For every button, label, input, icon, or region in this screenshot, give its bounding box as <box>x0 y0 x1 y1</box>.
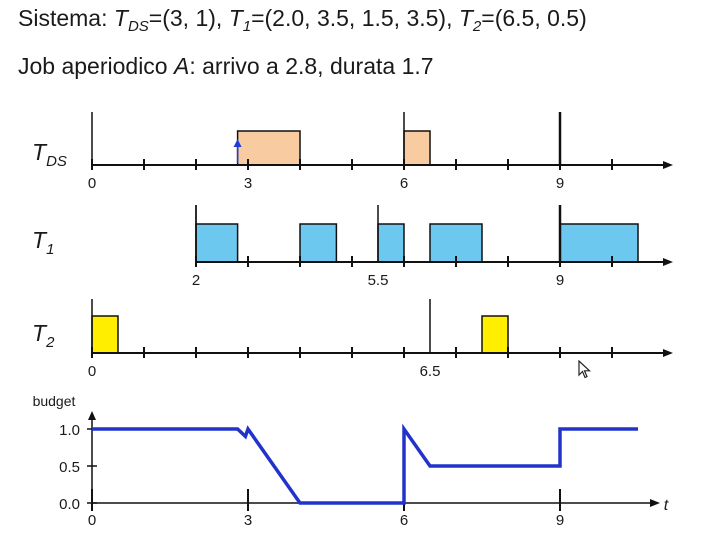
timeline-t1: T1 2 5.5 9 <box>32 205 673 289</box>
budget-y-tick-label: 0.5 <box>59 459 80 476</box>
row-label-symbol: T <box>32 320 48 346</box>
row-label-subscript: 2 <box>45 334 55 351</box>
t2-symbol: T <box>458 5 473 31</box>
job-block-tds-0 <box>236 130 301 166</box>
budget-x-tick-label: 0 <box>88 512 96 529</box>
row-label-symbol: T <box>32 227 48 253</box>
timeline-t2: T2 0 6.5 <box>32 299 673 380</box>
job-block-t2-0 <box>91 315 119 354</box>
arrival-arrow-head-icon <box>233 139 242 147</box>
tick-label: 3 <box>244 175 252 192</box>
budget-y-tick-label: 0.0 <box>59 496 80 513</box>
job-block-t1-4 <box>559 223 639 263</box>
row-label-subscript: DS <box>46 153 67 170</box>
job-block-tds-1 <box>403 130 431 166</box>
budget-y-label: budget <box>33 393 76 409</box>
job-details: : arrivo a 2.8, durata 1.7 <box>189 53 434 79</box>
job-block-t1-2 <box>377 223 405 263</box>
axis-arrow-icon <box>663 349 673 357</box>
job-block-t1-0 <box>195 223 239 263</box>
row-label-tds: TDS <box>32 139 67 170</box>
budget-x-tick-label: 9 <box>556 512 564 529</box>
row-label-t2: T2 <box>32 320 55 351</box>
job-block-t1-1 <box>299 223 338 263</box>
budget-x-tick-label: 3 <box>244 512 252 529</box>
system-definition: Sistema: TDS=(3, 1), T1=(2.0, 3.5, 1.5, … <box>18 4 587 41</box>
job-block-t1-3 <box>429 223 483 263</box>
tick-label: 5.5 <box>368 272 389 289</box>
budget-x-label: t <box>664 497 669 514</box>
t1-params: =(2.0, 3.5, 1.5, 3.5), <box>251 5 459 31</box>
y-axis-arrow-icon <box>88 411 96 420</box>
tick-label: 6 <box>400 175 408 192</box>
tick-label: 0 <box>88 175 96 192</box>
budget-line <box>92 423 638 505</box>
tick-label: 9 <box>556 272 564 289</box>
row-label-subscript: 1 <box>46 241 54 258</box>
row-label-symbol: T <box>32 139 48 165</box>
tick-label: 2 <box>192 272 200 289</box>
timeline-tds: TDS 0 3 6 9 <box>32 112 673 192</box>
budget-y-tick-label: 1.0 <box>59 422 80 439</box>
job-name: A <box>174 53 190 79</box>
x-axis-arrow-icon <box>650 499 660 507</box>
axis-arrow-icon <box>663 161 673 169</box>
t1-subscript: 1 <box>242 18 252 35</box>
mouse-cursor-icon <box>578 360 592 379</box>
job-block-t2-1 <box>481 315 509 354</box>
t2-subscript: 2 <box>472 18 482 35</box>
tds-subscript: DS <box>127 18 149 35</box>
budget-chart: budget t 1.0 0.5 0.0 0 3 6 9 <box>33 393 669 529</box>
axis-arrow-icon <box>663 258 673 266</box>
system-prefix: Sistema: <box>18 5 114 31</box>
row-label-t1: T1 <box>32 227 54 258</box>
tick-label: 0 <box>88 363 96 380</box>
job-prefix: Job aperiodico <box>18 53 174 79</box>
tick-label: 9 <box>556 175 564 192</box>
t1-symbol: T <box>228 5 243 31</box>
t2-params: =(6.5, 0.5) <box>481 5 587 31</box>
aperiodic-job-description: Job aperiodico A: arrivo a 2.8, durata 1… <box>18 52 434 80</box>
tds-symbol: T <box>113 5 128 31</box>
tick-label: 6.5 <box>420 363 441 380</box>
budget-x-tick-label: 6 <box>400 512 408 529</box>
tds-params: =(3, 1), <box>148 5 229 31</box>
